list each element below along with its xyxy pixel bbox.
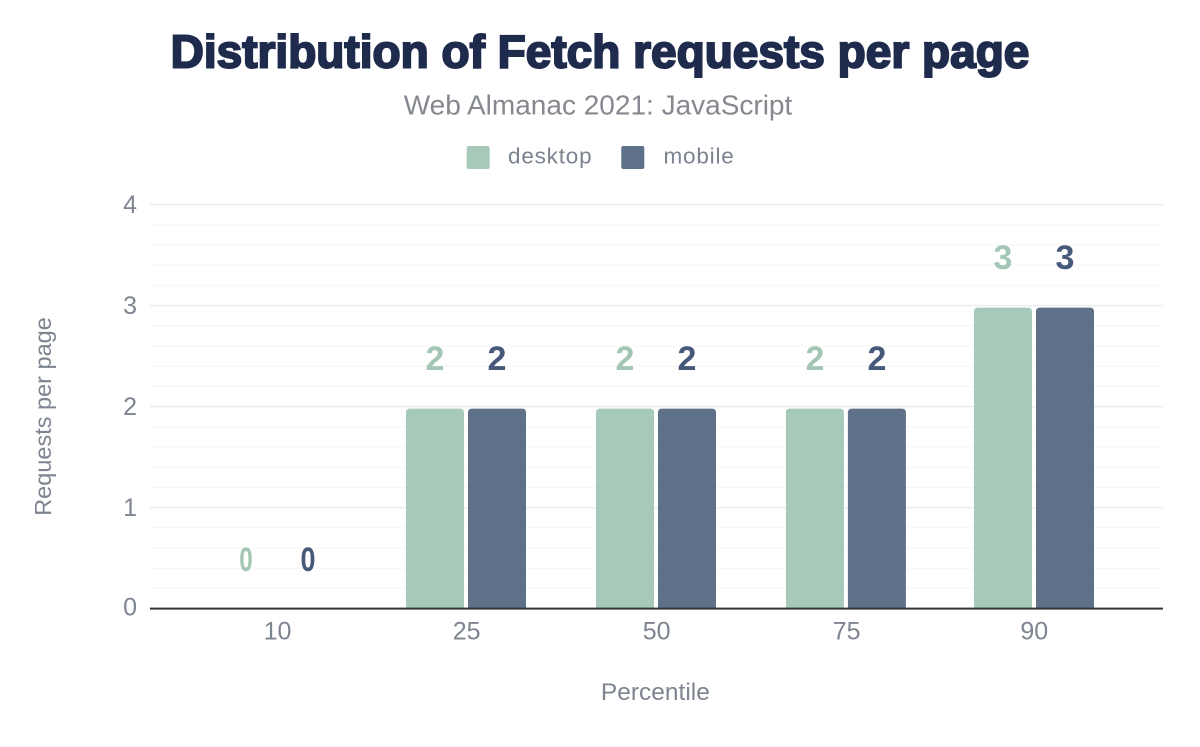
svg-text:1: 1 bbox=[123, 494, 137, 522]
svg-text:2: 2 bbox=[678, 340, 697, 378]
svg-text:3: 3 bbox=[123, 292, 137, 320]
svg-text:3: 3 bbox=[994, 239, 1013, 277]
svg-text:50: 50 bbox=[643, 618, 671, 646]
svg-text:2: 2 bbox=[616, 340, 635, 378]
svg-text:2: 2 bbox=[123, 393, 137, 421]
svg-text:0: 0 bbox=[239, 541, 253, 579]
svg-text:0: 0 bbox=[123, 594, 137, 622]
svg-text:25: 25 bbox=[453, 618, 481, 646]
svg-text:2: 2 bbox=[867, 340, 886, 378]
svg-text:desktop: desktop bbox=[508, 143, 592, 168]
svg-text:Distribution of Fetch requests: Distribution of Fetch requests per page bbox=[171, 26, 1030, 78]
svg-text:2: 2 bbox=[805, 340, 824, 378]
svg-text:Web Almanac 2021: JavaScript: Web Almanac 2021: JavaScript bbox=[404, 90, 793, 121]
svg-text:10: 10 bbox=[264, 618, 292, 646]
svg-text:2: 2 bbox=[426, 340, 445, 378]
svg-text:4: 4 bbox=[123, 191, 137, 219]
svg-text:0: 0 bbox=[301, 541, 316, 579]
svg-text:90: 90 bbox=[1020, 618, 1048, 646]
svg-text:3: 3 bbox=[1056, 239, 1075, 277]
svg-text:75: 75 bbox=[833, 618, 861, 646]
svg-text:mobile: mobile bbox=[664, 143, 735, 168]
svg-text:2: 2 bbox=[488, 340, 507, 378]
svg-text:Percentile: Percentile bbox=[601, 679, 710, 706]
svg-text:Requests per page: Requests per page bbox=[30, 317, 56, 516]
